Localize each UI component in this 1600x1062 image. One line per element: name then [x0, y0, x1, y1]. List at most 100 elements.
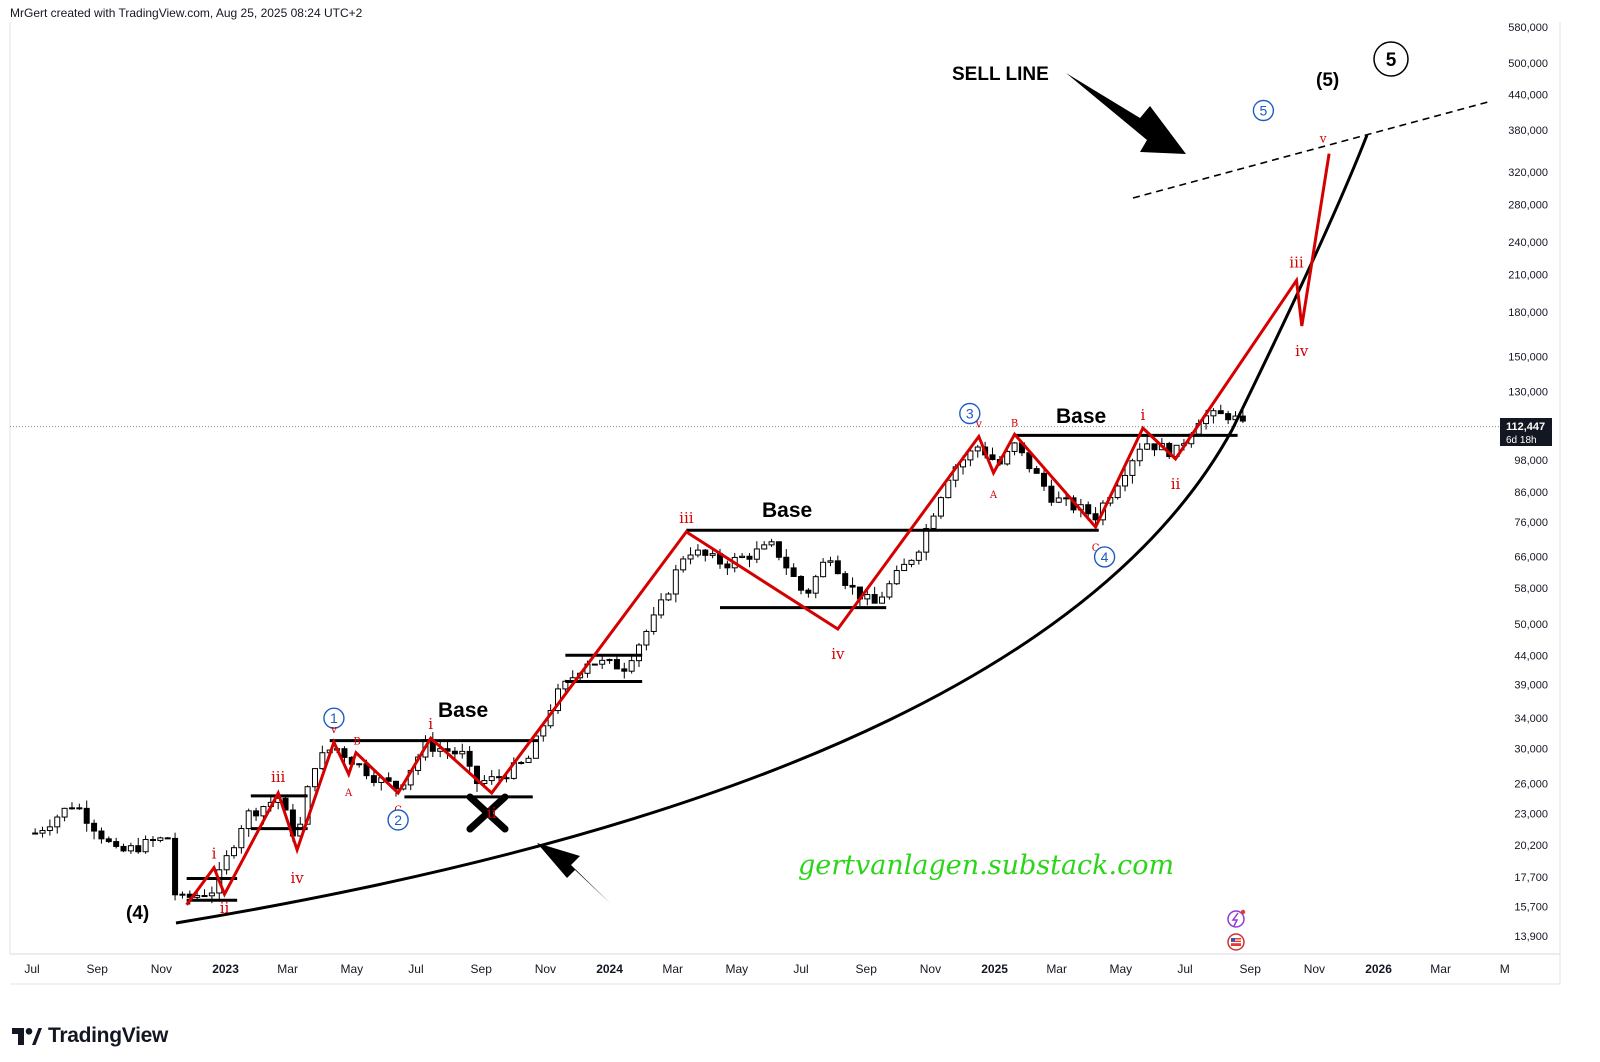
support-curve-arrow — [537, 843, 611, 904]
candle-body — [91, 822, 98, 832]
candle-body — [1129, 460, 1136, 476]
time-tick-label: Sep — [471, 962, 493, 976]
chart-credit: MrGert created with TradingView.com, Aug… — [10, 6, 363, 20]
indicator-icons[interactable] — [1227, 909, 1246, 951]
candle-body — [643, 630, 650, 646]
price-tick-label: 76,000 — [1514, 517, 1548, 529]
candle-body — [149, 838, 156, 841]
candle-body — [923, 527, 930, 553]
time-tick-label: 2025 — [981, 962, 1008, 976]
price-tick-label: 26,000 — [1514, 778, 1548, 790]
base-label-2: Base — [762, 499, 812, 522]
candle-body — [768, 541, 775, 546]
candle-body — [974, 446, 981, 452]
candle-body — [1136, 448, 1143, 462]
price-tick-label: 20,200 — [1514, 840, 1548, 852]
price-tick-label: 580,000 — [1508, 22, 1548, 34]
sell-line-arrow — [1066, 73, 1186, 154]
wave-5-circle — [1373, 41, 1409, 77]
candle-body — [1004, 450, 1011, 465]
candle-body — [694, 549, 701, 556]
candle-body — [628, 660, 635, 672]
candle-body — [658, 599, 665, 616]
tradingview-logo[interactable]: TradingView — [12, 1024, 168, 1048]
price-tick-label: 280,000 — [1508, 199, 1548, 211]
wave-label: A — [344, 788, 353, 799]
price-tick-label: 180,000 — [1508, 307, 1548, 319]
candle-body — [525, 757, 532, 763]
tradingview-logo-icon — [12, 1027, 42, 1045]
candle-body — [157, 837, 164, 841]
candle-body — [164, 837, 171, 840]
wave-circle — [323, 707, 345, 729]
time-tick-label: Sep — [856, 962, 878, 976]
candle-body — [805, 589, 812, 594]
candle-body — [842, 573, 849, 586]
candle-body — [1063, 497, 1070, 500]
candle-body — [518, 761, 525, 764]
time-tick-label: Nov — [920, 962, 941, 976]
wave-label: iii — [1289, 253, 1304, 271]
time-axis[interactable]: Jul Sep Nov 2023 Mar May Jul Sep Nov 2024 Mar May Ju… — [24, 962, 1509, 976]
time-tick-label: Nov — [535, 962, 556, 976]
time-tick-label: Nov — [1304, 962, 1325, 976]
wave-label: iv — [1295, 342, 1309, 360]
candle-body — [871, 594, 878, 604]
candle-body — [54, 816, 61, 828]
price-tick-label: 34,000 — [1514, 713, 1548, 725]
candle-body — [341, 748, 348, 758]
price-tick-label: 66,000 — [1514, 551, 1548, 563]
sell-line — [1132, 101, 1489, 199]
wave-5-major-label: (5) — [1316, 70, 1339, 91]
candle-body — [304, 786, 311, 825]
candle-body — [127, 845, 134, 852]
price-axis[interactable]: 13,900 15,700 17,700 20,200 23,000 26,000 30,0… — [1508, 22, 1548, 943]
candle-body — [68, 807, 75, 810]
price-tick-label: 440,000 — [1508, 89, 1548, 101]
candle-body — [46, 826, 53, 831]
candle-body — [76, 807, 83, 810]
price-tick-label: 240,000 — [1508, 237, 1548, 249]
us-flag-icon[interactable] — [1227, 933, 1245, 951]
wave-circle-label: 2 — [394, 812, 402, 828]
candle-body — [820, 561, 827, 578]
candle-body — [1122, 474, 1129, 487]
candle-body — [1011, 442, 1018, 452]
wave-5-circled-label: 5 — [1386, 50, 1397, 71]
candle-body — [1048, 485, 1055, 503]
time-tick-label: Sep — [1240, 962, 1262, 976]
wave-circle — [387, 809, 409, 831]
candle-body — [1210, 410, 1217, 417]
wave-polyline — [185, 153, 1331, 906]
price-tick-label: 30,000 — [1514, 744, 1548, 756]
wave-label: B — [1011, 418, 1018, 429]
candle-body — [989, 454, 996, 461]
candle-body — [930, 515, 937, 529]
wave-circle-label: 4 — [1101, 549, 1109, 565]
candle-body — [901, 563, 908, 572]
candle-body — [746, 555, 753, 560]
time-tick-label: Jul — [408, 962, 423, 976]
candle-body — [680, 558, 687, 571]
time-tick-label: May — [340, 962, 363, 976]
candle-body — [937, 497, 944, 517]
candle-body — [238, 828, 245, 849]
candle-body — [613, 659, 620, 670]
wave-label: B — [353, 737, 360, 748]
candle-body — [724, 563, 731, 569]
wave-label: v — [1319, 132, 1327, 146]
candle-body — [834, 560, 841, 575]
candle-body — [179, 893, 186, 896]
candle-body — [311, 768, 318, 788]
candle-body — [739, 555, 746, 558]
candle-body — [761, 544, 768, 550]
time-tick-label: 2026 — [1365, 962, 1392, 976]
candle-body — [665, 593, 672, 601]
time-tick-label: Mar — [1046, 962, 1067, 976]
price-tick-label: 150,000 — [1508, 351, 1548, 363]
lightning-icon[interactable] — [1227, 909, 1246, 928]
candle-body — [886, 583, 893, 598]
cross-mark — [466, 793, 509, 833]
candle-body — [120, 845, 127, 852]
